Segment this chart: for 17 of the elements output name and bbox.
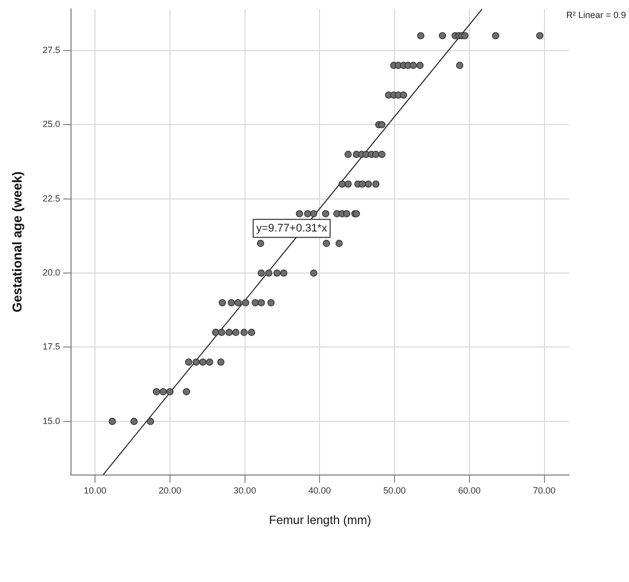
x-tick-label: 60.00 — [458, 486, 481, 496]
x-tick-label: 50.00 — [383, 486, 406, 496]
y-axis-title: Gestational age (week) — [9, 171, 24, 312]
y-tick-label: 20.0 — [42, 268, 60, 278]
y-tick-label: 22.5 — [42, 193, 60, 204]
annotation: R² Linear = 0.9 — [566, 10, 626, 20]
x-axis-title: Femur length (mm) — [269, 513, 372, 528]
x-tick-label: 20.00 — [158, 486, 182, 496]
y-tick-label: 25.0 — [42, 119, 60, 130]
x-tick-label: 70.00 — [533, 486, 556, 496]
x-tick-label: 10.00 — [84, 486, 106, 496]
x-tick-label: 40.00 — [308, 486, 331, 496]
annotation: y=9.77+0.31*x — [256, 222, 328, 234]
y-tick-label: 17.5 — [42, 342, 60, 352]
x-tick-label: 30.00 — [234, 486, 256, 496]
y-tick-label: 15.0 — [42, 416, 60, 426]
y-tick-label: 27.5 — [42, 45, 60, 56]
